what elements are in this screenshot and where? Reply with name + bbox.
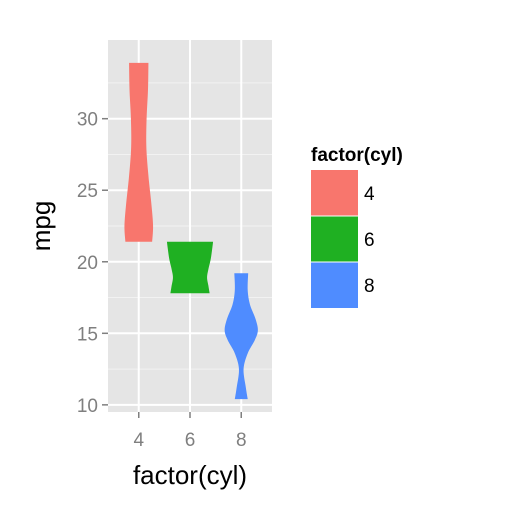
x-tick-label: 8 xyxy=(236,430,247,451)
y-tick-label: 30 xyxy=(77,110,98,131)
legend-key-6 xyxy=(311,216,358,262)
legend-label: 8 xyxy=(364,276,375,297)
y-axis-title: mpg xyxy=(26,201,56,252)
y-axis: 10 15 20 25 30 xyxy=(77,110,108,417)
legend-key-4 xyxy=(311,170,358,216)
y-tick-label: 10 xyxy=(77,396,98,417)
legend-label: 6 xyxy=(364,230,375,251)
violin-6 xyxy=(166,241,214,294)
legend-label: 4 xyxy=(364,184,375,205)
y-tick-label: 15 xyxy=(77,324,98,345)
violin-group xyxy=(124,62,258,400)
x-axis-title: factor(cyl) xyxy=(133,460,247,490)
legend-title: factor(cyl) xyxy=(311,145,403,166)
y-tick-label: 25 xyxy=(77,181,98,202)
violin-8 xyxy=(224,273,258,400)
legend-key-8 xyxy=(311,262,358,308)
y-tick-label: 20 xyxy=(77,253,98,274)
x-axis: 4 6 8 xyxy=(133,412,247,451)
legend: factor(cyl) 4 6 8 xyxy=(311,145,403,308)
violin-4 xyxy=(124,62,154,242)
x-tick-label: 4 xyxy=(133,430,144,451)
x-tick-label: 6 xyxy=(185,430,196,451)
